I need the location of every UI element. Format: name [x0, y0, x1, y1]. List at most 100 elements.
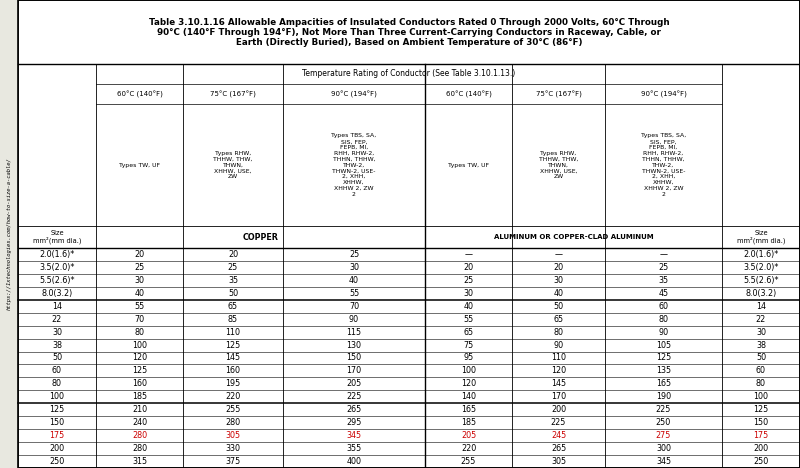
- Text: 275: 275: [656, 431, 671, 440]
- Text: 65: 65: [228, 302, 238, 311]
- Text: 225: 225: [551, 418, 566, 427]
- Text: 130: 130: [346, 341, 362, 350]
- Text: 3.5(2.0)*: 3.5(2.0)*: [743, 263, 778, 272]
- Text: 50: 50: [228, 289, 238, 298]
- Text: 30: 30: [554, 276, 563, 285]
- Text: 55: 55: [134, 302, 145, 311]
- Text: 210: 210: [132, 405, 147, 414]
- Text: 280: 280: [132, 444, 147, 453]
- Text: 90°C (194°F): 90°C (194°F): [641, 90, 686, 98]
- Text: 220: 220: [461, 444, 476, 453]
- Text: 120: 120: [551, 366, 566, 375]
- Text: 20: 20: [134, 250, 145, 259]
- Text: 245: 245: [551, 431, 566, 440]
- Text: 185: 185: [461, 418, 476, 427]
- Text: 90°C (194°F): 90°C (194°F): [331, 90, 377, 98]
- Text: 30: 30: [349, 263, 359, 272]
- Text: 185: 185: [132, 392, 147, 402]
- Text: 100: 100: [754, 392, 769, 402]
- Text: Types TW, UF: Types TW, UF: [119, 162, 160, 168]
- Text: 30: 30: [52, 328, 62, 336]
- Text: 160: 160: [132, 380, 147, 388]
- Bar: [0, 0, 18, 468]
- Text: 250: 250: [754, 457, 769, 466]
- Text: 100: 100: [132, 341, 147, 350]
- Text: 8.0(3.2): 8.0(3.2): [42, 289, 73, 298]
- Text: Types TBS, SA,
SIS, FEP,
FEPB, MI,
RHH, RHW-2,
THHN, THHW,
THW-2,
THWN-2, USE-
2: Types TBS, SA, SIS, FEP, FEPB, MI, RHH, …: [641, 133, 686, 197]
- Text: 60: 60: [756, 366, 766, 375]
- Text: 150: 150: [754, 418, 769, 427]
- Text: 90: 90: [554, 341, 563, 350]
- Text: 25: 25: [658, 263, 669, 272]
- Text: 125: 125: [226, 341, 241, 350]
- Text: 80: 80: [756, 380, 766, 388]
- Text: 330: 330: [226, 444, 241, 453]
- Text: 355: 355: [346, 444, 362, 453]
- Text: 255: 255: [226, 405, 241, 414]
- Text: 295: 295: [346, 418, 362, 427]
- Text: 25: 25: [463, 276, 474, 285]
- Text: Temperature Rating of Conductor (See Table 3.10.1.13.): Temperature Rating of Conductor (See Tab…: [302, 70, 516, 79]
- Text: 2.0(1.6)*: 2.0(1.6)*: [743, 250, 778, 259]
- Text: 30: 30: [134, 276, 145, 285]
- Text: Types TW, UF: Types TW, UF: [448, 162, 489, 168]
- Text: 240: 240: [132, 418, 147, 427]
- Text: 190: 190: [656, 392, 671, 402]
- Text: 22: 22: [756, 314, 766, 324]
- Text: 80: 80: [658, 314, 669, 324]
- Text: 265: 265: [346, 405, 362, 414]
- Text: 150: 150: [346, 353, 362, 363]
- Text: 175: 175: [754, 431, 769, 440]
- Text: 8.0(3.2): 8.0(3.2): [746, 289, 777, 298]
- Text: 40: 40: [554, 289, 563, 298]
- Text: 255: 255: [461, 457, 476, 466]
- Text: 125: 125: [50, 405, 65, 414]
- Text: 375: 375: [226, 457, 241, 466]
- Text: 14: 14: [756, 302, 766, 311]
- Text: 265: 265: [551, 444, 566, 453]
- Text: Size
mm²(mm dia.): Size mm²(mm dia.): [737, 230, 786, 244]
- Text: 14: 14: [52, 302, 62, 311]
- Text: 20: 20: [228, 250, 238, 259]
- Text: 95: 95: [463, 353, 474, 363]
- Text: 2.0(1.6)*: 2.0(1.6)*: [39, 250, 74, 259]
- Text: 70: 70: [349, 302, 359, 311]
- Text: 38: 38: [52, 341, 62, 350]
- Text: 200: 200: [754, 444, 769, 453]
- Text: —: —: [554, 250, 562, 259]
- Text: 80: 80: [134, 328, 145, 336]
- Text: 220: 220: [226, 392, 241, 402]
- Text: Types RHW,
THHW, THW,
THWN,
XHHW, USE,
ZW: Types RHW, THHW, THW, THWN, XHHW, USE, Z…: [539, 151, 578, 179]
- Text: 80: 80: [52, 380, 62, 388]
- Text: 105: 105: [656, 341, 671, 350]
- Text: 40: 40: [349, 276, 359, 285]
- Text: —: —: [465, 250, 473, 259]
- Text: 20: 20: [554, 263, 563, 272]
- Text: 38: 38: [756, 341, 766, 350]
- Text: 30: 30: [756, 328, 766, 336]
- Text: 3.5(2.0)*: 3.5(2.0)*: [39, 263, 74, 272]
- Text: 115: 115: [346, 328, 362, 336]
- Text: 90: 90: [349, 314, 359, 324]
- Text: 160: 160: [226, 366, 241, 375]
- Text: 110: 110: [551, 353, 566, 363]
- Text: 205: 205: [461, 431, 476, 440]
- Text: 125: 125: [754, 405, 769, 414]
- Text: 225: 225: [656, 405, 671, 414]
- Text: 345: 345: [656, 457, 671, 466]
- Text: 145: 145: [551, 380, 566, 388]
- Text: 60: 60: [52, 366, 62, 375]
- Text: 50: 50: [756, 353, 766, 363]
- Text: 25: 25: [228, 263, 238, 272]
- Text: 135: 135: [656, 366, 671, 375]
- Text: 35: 35: [658, 276, 669, 285]
- Text: 205: 205: [346, 380, 362, 388]
- Text: 5.5(2.6)*: 5.5(2.6)*: [39, 276, 74, 285]
- Text: 90: 90: [658, 328, 669, 336]
- Text: 165: 165: [461, 405, 476, 414]
- Text: —: —: [659, 250, 667, 259]
- Text: 150: 150: [50, 418, 65, 427]
- Text: Size
mm²(mm dia.): Size mm²(mm dia.): [33, 230, 82, 244]
- Text: 50: 50: [554, 302, 563, 311]
- Text: 200: 200: [50, 444, 65, 453]
